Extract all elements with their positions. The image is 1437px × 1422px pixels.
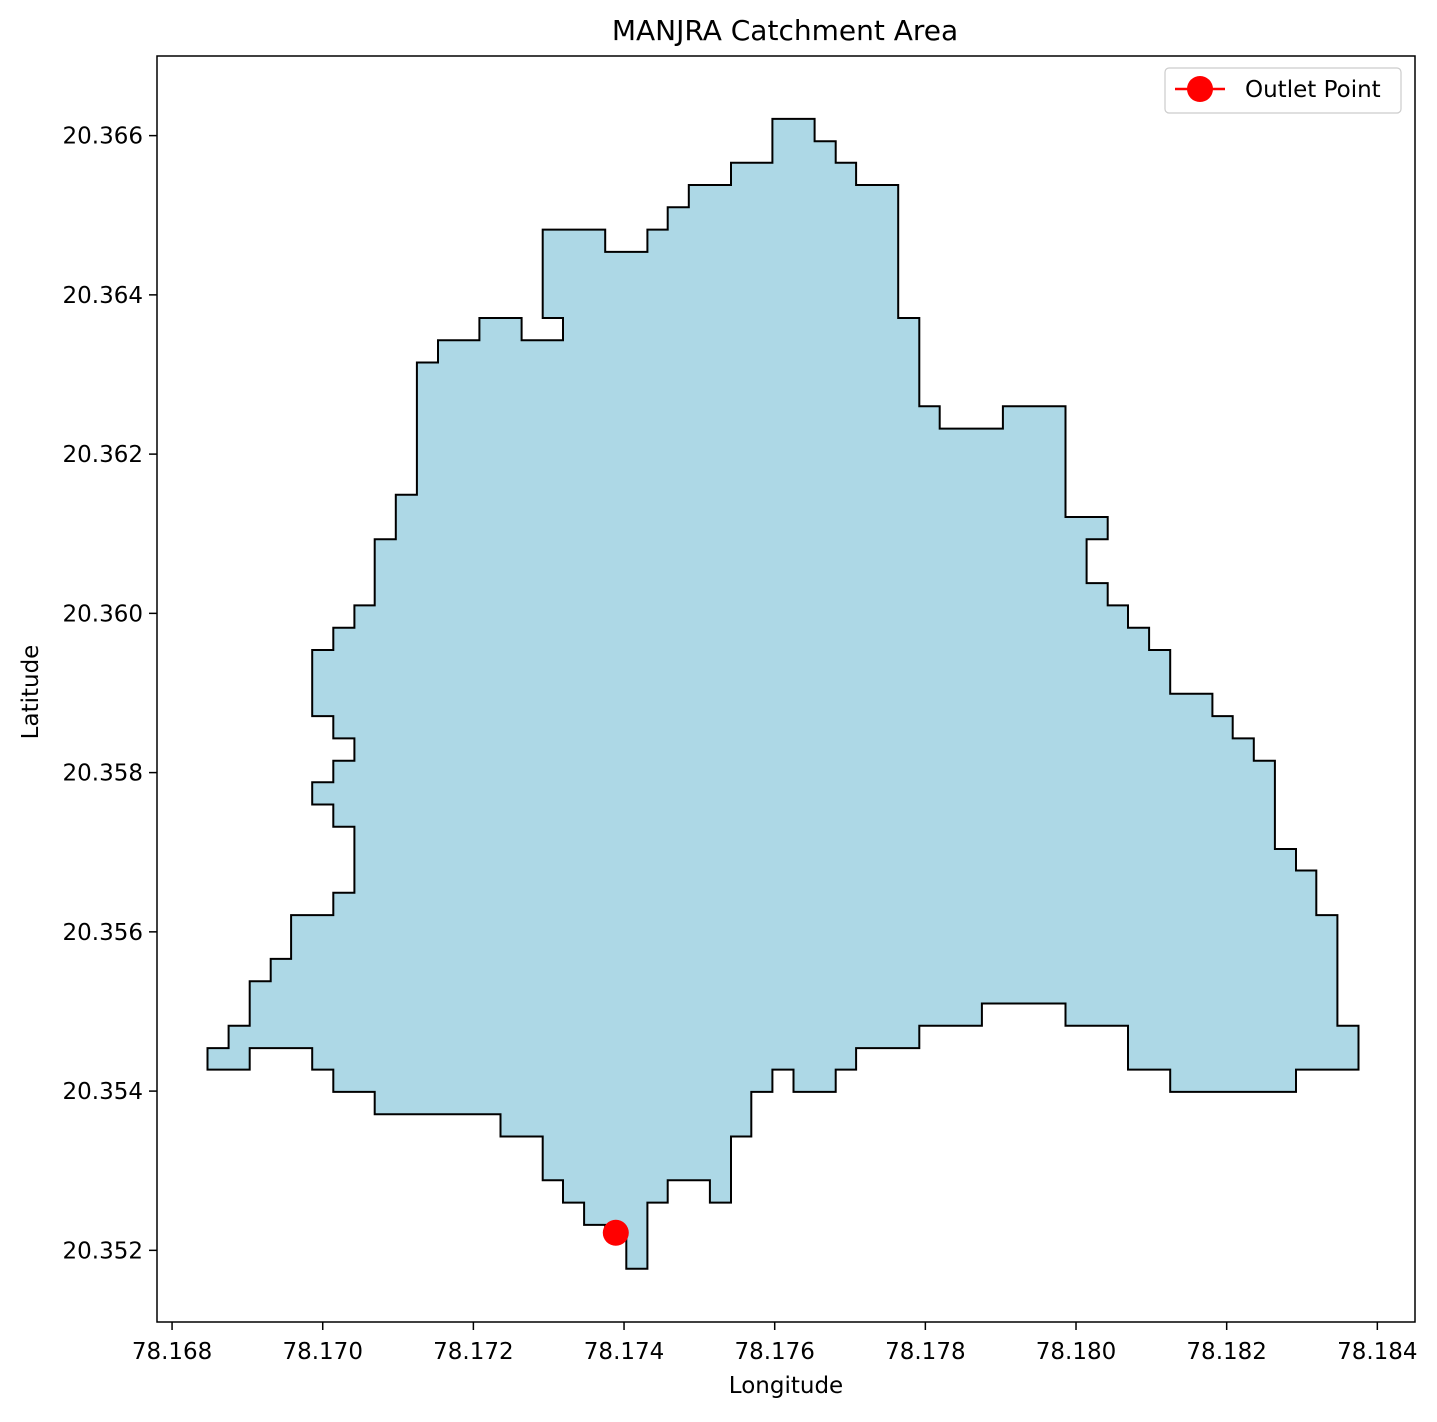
y-tick-label: 20.360 <box>63 601 143 627</box>
y-tick-label: 20.366 <box>63 124 143 150</box>
y-tick-label: 20.354 <box>63 1079 143 1105</box>
x-tick-label: 78.178 <box>885 1339 965 1365</box>
legend-label-outlet: Outlet Point <box>1245 77 1381 103</box>
x-tick-label: 78.176 <box>734 1339 814 1365</box>
x-axis: 78.168 78.170 78.172 78.174 78.176 78.178 78.1… <box>132 1322 1418 1365</box>
catchment-polygon <box>206 117 1360 1270</box>
plot-frame <box>156 55 1416 1323</box>
x-axis-label: Longitude <box>729 1373 843 1399</box>
y-tick-label: 20.362 <box>63 442 143 468</box>
x-tick-label: 78.180 <box>1036 1339 1116 1365</box>
x-tick-label: 78.168 <box>132 1339 212 1365</box>
legend-marker-swatch <box>1187 76 1213 102</box>
x-tick-label: 78.172 <box>433 1339 513 1365</box>
y-tick-label: 20.358 <box>63 761 143 787</box>
x-tick-label: 78.174 <box>584 1339 664 1365</box>
plot-area <box>206 117 1360 1270</box>
chart-title: MANJRA Catchment Area <box>612 14 958 47</box>
x-tick-label: 78.170 <box>282 1339 362 1365</box>
y-axis-label: Latitude <box>18 645 44 740</box>
y-axis: 20.352 20.354 20.356 20.358 20.360 20.362 20.3… <box>63 124 157 1264</box>
outlet-point-marker <box>602 1219 629 1246</box>
legend: Outlet Point <box>1164 67 1402 114</box>
y-tick-label: 20.352 <box>63 1238 143 1264</box>
y-tick-label: 20.364 <box>63 283 143 309</box>
y-tick-label: 20.356 <box>63 920 143 946</box>
x-tick-label: 78.184 <box>1337 1339 1417 1365</box>
legend-box <box>1164 67 1402 114</box>
x-tick-label: 78.182 <box>1186 1339 1266 1365</box>
